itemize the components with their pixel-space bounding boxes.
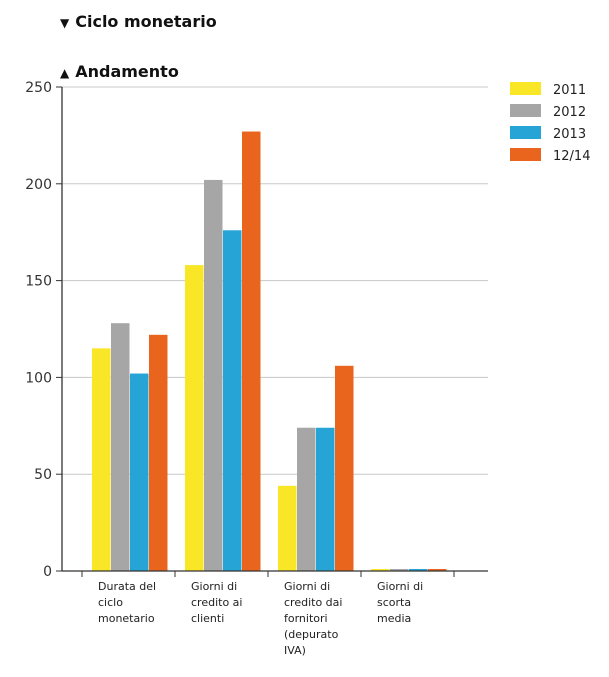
bar xyxy=(371,569,390,571)
category-label: credito ai xyxy=(191,596,242,609)
y-tick-label: 250 xyxy=(25,80,52,96)
category-label: scorta xyxy=(377,596,411,609)
collapse-arrow-icon[interactable]: ▼ xyxy=(60,16,70,30)
y-tick-label: 100 xyxy=(25,370,52,386)
bar xyxy=(242,131,261,571)
section-title-ciclo: Ciclo monetario xyxy=(75,12,217,31)
legend-swatch xyxy=(510,82,541,95)
section-title-andamento: Andamento xyxy=(75,62,179,81)
y-tick-label: 150 xyxy=(25,274,52,290)
category-label: IVA) xyxy=(284,644,306,657)
bar xyxy=(92,348,111,571)
category-label: Giorni di xyxy=(284,580,330,593)
category-label: Giorni di xyxy=(377,580,423,593)
legend-label: 2013 xyxy=(553,127,586,142)
bar xyxy=(409,569,428,571)
bar xyxy=(223,230,242,571)
bar xyxy=(111,323,130,571)
legend-swatch xyxy=(510,104,541,117)
category-label: Durata del xyxy=(98,580,156,593)
bar xyxy=(297,427,316,571)
category-label: (depurato xyxy=(284,628,339,641)
bar xyxy=(390,569,409,571)
category-label: credito dai xyxy=(284,596,342,609)
bar xyxy=(130,373,149,571)
legend-label: 2011 xyxy=(553,83,586,98)
bar xyxy=(204,179,223,572)
bar xyxy=(278,485,297,571)
legend-swatch xyxy=(510,126,541,139)
category-label: fornitori xyxy=(284,612,328,625)
y-tick-label: 50 xyxy=(34,467,52,483)
section-header-ciclo[interactable]: ▼ Ciclo monetario xyxy=(60,12,217,31)
legend-label: 12/14 xyxy=(553,149,590,164)
category-label: Giorni di xyxy=(191,580,237,593)
bar xyxy=(185,265,204,571)
category-label: clienti xyxy=(191,612,224,625)
category-label: media xyxy=(377,612,411,625)
bar xyxy=(149,334,168,571)
expand-arrow-icon[interactable]: ▲ xyxy=(60,66,70,80)
category-label: ciclo xyxy=(98,596,123,609)
bar xyxy=(428,569,447,571)
bar xyxy=(316,427,335,571)
section-header-andamento[interactable]: ▲ Andamento xyxy=(60,62,179,81)
bar xyxy=(335,365,354,571)
legend-label: 2012 xyxy=(553,105,586,120)
legend-swatch xyxy=(510,148,541,161)
y-tick-label: 0 xyxy=(43,564,52,580)
category-label: monetario xyxy=(98,612,155,625)
y-tick-label: 200 xyxy=(25,177,52,193)
